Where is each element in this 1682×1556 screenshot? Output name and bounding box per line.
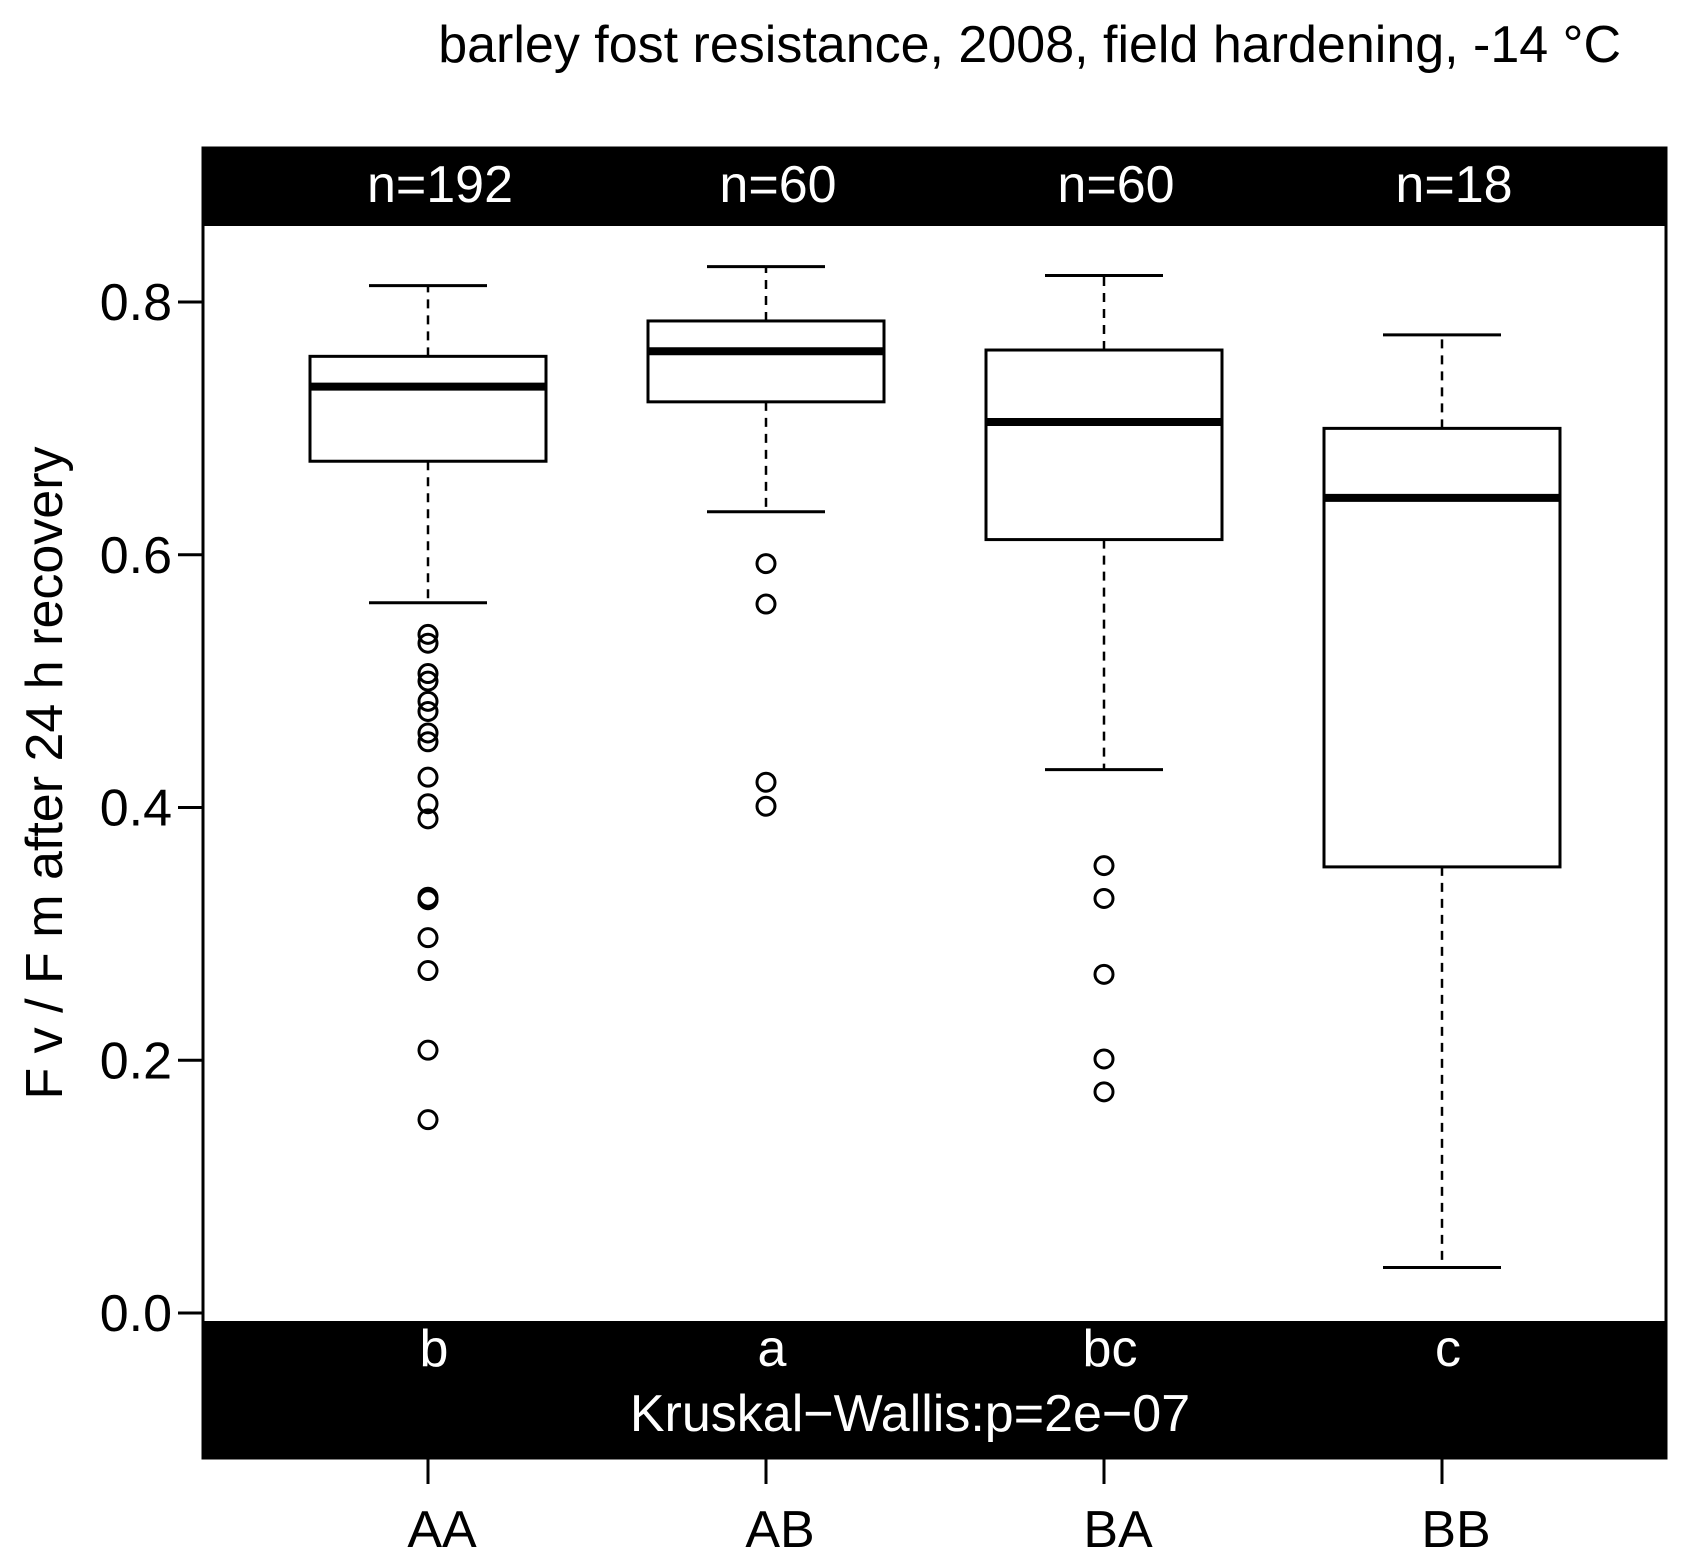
- outlier-point: [417, 663, 439, 685]
- outlier-point: [417, 623, 439, 645]
- outlier-point: [417, 700, 439, 722]
- box: [646, 319, 886, 404]
- outlier-point: [417, 1109, 439, 1131]
- outlier-point: [1093, 1048, 1115, 1070]
- outlier-point: [1093, 887, 1115, 909]
- outlier-point: [755, 771, 777, 793]
- outlier-point: [1093, 1081, 1115, 1103]
- outlier-point: [417, 690, 439, 712]
- outlier-point: [417, 766, 439, 788]
- group-letter: a: [758, 1320, 787, 1378]
- outlier-point: [417, 722, 439, 744]
- chart-title: barley fost resistance, 2008, field hard…: [438, 16, 1621, 74]
- group-letter: b: [420, 1320, 449, 1378]
- outlier-point: [417, 808, 439, 830]
- plot-frame: [201, 146, 1668, 1460]
- outlier-point: [417, 793, 439, 815]
- x-tick-label: BA: [1083, 1501, 1153, 1556]
- x-tick-label: AB: [745, 1501, 814, 1556]
- box: [308, 354, 548, 463]
- x-tick-label: AA: [407, 1501, 477, 1556]
- y-tick-label: 0.6: [100, 527, 172, 585]
- outlier-point: [417, 731, 439, 753]
- count-label: n=60: [1057, 156, 1174, 214]
- outlier-point: [417, 889, 439, 911]
- y-tick-label: 0.2: [100, 1032, 172, 1090]
- count-label: n=192: [367, 156, 513, 214]
- group-letter: bc: [1083, 1320, 1138, 1378]
- test-band: [203, 1321, 1666, 1458]
- y-tick-label: 0.8: [100, 274, 172, 332]
- kruskal-wallis-label: Kruskal−Wallis:p=2e−07: [630, 1385, 1190, 1443]
- y-tick-label: 0.4: [100, 780, 172, 838]
- outlier-point: [755, 553, 777, 575]
- outlier-point: [755, 593, 777, 615]
- counts-band: [203, 148, 1666, 226]
- count-label: n=60: [719, 156, 836, 214]
- outlier-point: [755, 795, 777, 817]
- x-tick-label: BB: [1421, 1501, 1490, 1556]
- count-label: n=18: [1395, 156, 1512, 214]
- y-axis-label: F v / F m after 24 h recovery: [16, 446, 74, 1099]
- outlier-point: [1093, 963, 1115, 985]
- outlier-point: [417, 927, 439, 949]
- outlier-point: [417, 960, 439, 982]
- outlier-point: [1093, 855, 1115, 877]
- y-tick-label: 0.0: [100, 1285, 172, 1343]
- group-letter: c: [1435, 1320, 1461, 1378]
- box: [984, 348, 1224, 542]
- outlier-point: [417, 670, 439, 692]
- outlier-point: [417, 1039, 439, 1061]
- plot-area: 0.0 0.2 0.4 0.6 0.8 AA n=192 b AB n=60 a BA n=60 bc BB…: [100, 146, 1668, 1556]
- outlier-point: [417, 632, 439, 654]
